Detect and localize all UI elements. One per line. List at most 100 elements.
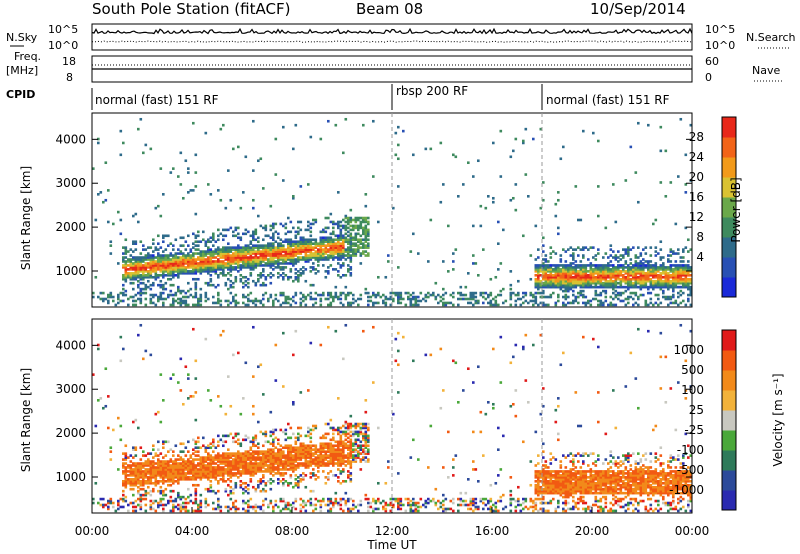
- power-cell: [162, 193, 165, 196]
- power-cell: [344, 117, 348, 121]
- power-cell: [124, 262, 128, 265]
- power-cell: [649, 270, 653, 273]
- velocity-cell: [262, 509, 265, 513]
- velocity-cell: [237, 458, 240, 461]
- power-cell: [147, 266, 150, 269]
- power-cell: [579, 277, 583, 281]
- velocity-cell: [122, 466, 125, 469]
- power-cell: [597, 248, 600, 251]
- velocity-cell: [277, 438, 280, 442]
- power-cell: [604, 279, 608, 283]
- velocity-cell: [244, 470, 248, 473]
- power-cell: [249, 264, 253, 267]
- velocity-cell: [269, 481, 273, 485]
- power-cell: [549, 279, 553, 283]
- power-cell: [252, 252, 255, 255]
- power-cell: [607, 275, 610, 279]
- power-cell: [347, 222, 350, 226]
- velocity-cell: [237, 450, 240, 453]
- power-cell: [327, 266, 330, 269]
- power-cell: [294, 275, 298, 279]
- velocity-cell: [127, 466, 130, 469]
- velocity-cell: [189, 468, 193, 471]
- velocity-cell: [304, 462, 308, 465]
- power-cell: [159, 283, 163, 287]
- power-cell: [657, 285, 660, 289]
- power-cell: [639, 268, 643, 271]
- power-cell: [314, 252, 318, 255]
- power-cell: [512, 149, 515, 153]
- velocity-cell: [222, 452, 225, 455]
- velocity-cell: [314, 503, 318, 507]
- power-cell: [549, 281, 553, 285]
- velocity-cell: [249, 474, 253, 477]
- power-cell: [257, 250, 260, 253]
- power-cell: [257, 264, 260, 267]
- power-cell: [272, 264, 275, 267]
- power-cell: [312, 262, 315, 265]
- power-cell: [634, 277, 638, 281]
- power-cell: [204, 268, 208, 271]
- power-cell: [194, 277, 198, 281]
- velocity-cell: [242, 462, 245, 465]
- velocity-cell: [322, 462, 325, 465]
- power-cell: [479, 204, 483, 208]
- power-cell: [247, 256, 250, 259]
- velocity-cell: [229, 485, 233, 489]
- velocity-cell: [159, 474, 163, 477]
- power-cell: [544, 273, 548, 277]
- power-cell: [464, 293, 468, 297]
- power-cell: [654, 273, 658, 277]
- velocity-cell: [149, 493, 153, 497]
- power-cell: [662, 285, 665, 289]
- power-cell: [474, 291, 478, 295]
- power-cell: [684, 183, 688, 186]
- power-cell: [572, 266, 575, 269]
- power-cell: [537, 256, 540, 259]
- power-cell: [242, 232, 245, 236]
- power-cell: [624, 266, 628, 269]
- power-cell: [614, 277, 618, 281]
- power-cell: [624, 252, 628, 255]
- velocity-cell: [302, 476, 305, 479]
- velocity-cell: [307, 450, 310, 453]
- velocity-cell: [182, 450, 185, 453]
- velocity-cell: [139, 497, 143, 501]
- power-cell: [272, 246, 275, 249]
- power-cell: [354, 254, 358, 257]
- power-cell: [194, 212, 198, 216]
- velocity-cell: [324, 462, 328, 465]
- velocity-cell: [324, 454, 328, 457]
- power-cell: [689, 287, 693, 291]
- power-cell: [674, 268, 678, 271]
- power-cell: [219, 266, 223, 269]
- velocity-cell: [322, 442, 325, 446]
- velocity-cell: [167, 450, 170, 453]
- power-cell: [212, 250, 215, 253]
- power-cell: [567, 268, 570, 271]
- power-cell: [287, 277, 290, 281]
- power-cell: [154, 260, 158, 263]
- power-cell: [327, 236, 330, 240]
- velocity-cell: [304, 444, 308, 448]
- velocity-cell: [144, 468, 148, 471]
- power-cell: [179, 299, 183, 303]
- power-cell: [99, 297, 103, 301]
- power-cell: [649, 246, 653, 249]
- power-cell: [314, 244, 318, 247]
- velocity-cell: [289, 466, 293, 469]
- power-cell: [222, 260, 225, 263]
- power-cell: [604, 281, 608, 285]
- velocity-cell: [262, 393, 265, 396]
- power-cell: [349, 242, 353, 245]
- power-cell: [162, 291, 165, 295]
- power-cell: [172, 258, 175, 261]
- power-cell: [249, 248, 253, 251]
- velocity-cell: [179, 478, 183, 481]
- power-cell: [584, 279, 588, 283]
- velocity-cell: [132, 472, 135, 475]
- velocity-cell: [257, 483, 260, 487]
- power-cell: [639, 277, 643, 281]
- power-cell: [134, 242, 138, 245]
- power-cell: [662, 295, 665, 299]
